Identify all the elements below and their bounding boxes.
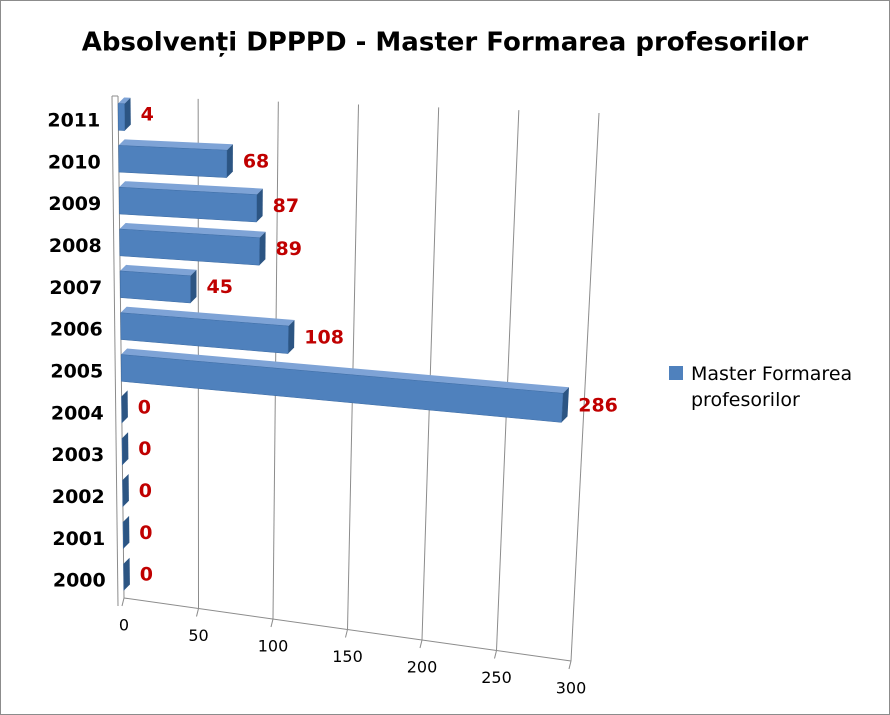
bar (117, 103, 126, 131)
y-axis (111, 95, 119, 607)
x-tick-label: 250 (481, 668, 512, 687)
bar-top (119, 181, 263, 195)
bar-end (226, 144, 233, 178)
tick-mark (121, 597, 125, 607)
tick-mark (196, 608, 199, 617)
bar (119, 270, 191, 304)
tick-mark (494, 650, 497, 659)
bar-end (124, 97, 131, 131)
bar (119, 228, 260, 266)
data-label: 89 (276, 238, 302, 260)
bar (118, 145, 228, 178)
y-tick-label: 2008 (49, 235, 102, 257)
grid-line (570, 112, 600, 662)
y-tick-label: 2005 (50, 360, 103, 382)
data-label: 45 (206, 276, 232, 298)
x-tick-label: 0 (119, 616, 129, 635)
data-label: 0 (138, 396, 151, 418)
data-label: 87 (273, 195, 299, 217)
grid-line (421, 107, 440, 641)
bar-top (118, 97, 131, 104)
bar (120, 354, 564, 423)
bar-end (288, 320, 295, 354)
x-tick-label: 200 (407, 658, 438, 677)
data-label: 108 (304, 326, 344, 348)
y-tick-label: 2000 (53, 570, 106, 592)
bar-top (120, 306, 295, 326)
bar-end (123, 557, 130, 591)
data-label: 0 (139, 480, 152, 502)
legend-swatch (669, 366, 683, 380)
bar-end (259, 231, 266, 266)
tick-mark (568, 660, 572, 670)
bar-end (122, 474, 129, 507)
y-tick-label: 2003 (51, 444, 104, 466)
data-label: 286 (578, 394, 618, 416)
y-tick-label: 2009 (48, 193, 101, 215)
y-tick-label: 2001 (52, 528, 105, 550)
data-label: 4 (141, 104, 154, 126)
y-tick-label: 2006 (50, 319, 103, 341)
bar-top (121, 348, 569, 394)
bar-top (120, 264, 197, 276)
x-axis (123, 597, 572, 662)
tick-mark (419, 639, 423, 649)
grid-line (347, 104, 359, 630)
y-tick-label: 2007 (49, 277, 102, 299)
tick-mark (270, 618, 274, 628)
bar-end (190, 269, 197, 303)
grid-line (272, 101, 279, 620)
tick-mark (345, 629, 348, 638)
legend-label: Master Formarea profesorilor (691, 363, 853, 411)
x-tick-label: 100 (258, 637, 289, 656)
bar-end (561, 387, 569, 423)
data-label: 0 (138, 438, 151, 460)
grid-line (496, 110, 520, 651)
grid-line (117, 95, 125, 599)
bar-top (119, 223, 266, 238)
bar-end (122, 432, 129, 465)
data-label: 0 (140, 564, 153, 586)
data-label: 0 (139, 522, 152, 544)
x-tick-label: 150 (332, 647, 363, 666)
y-tick-label: 2004 (51, 402, 104, 424)
bar-end (123, 515, 130, 549)
bar (120, 312, 289, 354)
x-tick-label: 50 (188, 626, 208, 645)
y-tick-label: 2010 (48, 151, 101, 173)
x-tick-label: 300 (556, 679, 587, 698)
bar-top (118, 139, 233, 151)
bar-end (121, 390, 128, 424)
bar (118, 186, 258, 223)
y-tick-label: 2011 (47, 109, 100, 131)
chart-title: Absolvenți DPPPD - Master Formarea profe… (82, 28, 809, 58)
bar-end (256, 188, 263, 222)
data-label: 68 (243, 150, 269, 172)
y-tick-label: 2002 (52, 486, 105, 508)
